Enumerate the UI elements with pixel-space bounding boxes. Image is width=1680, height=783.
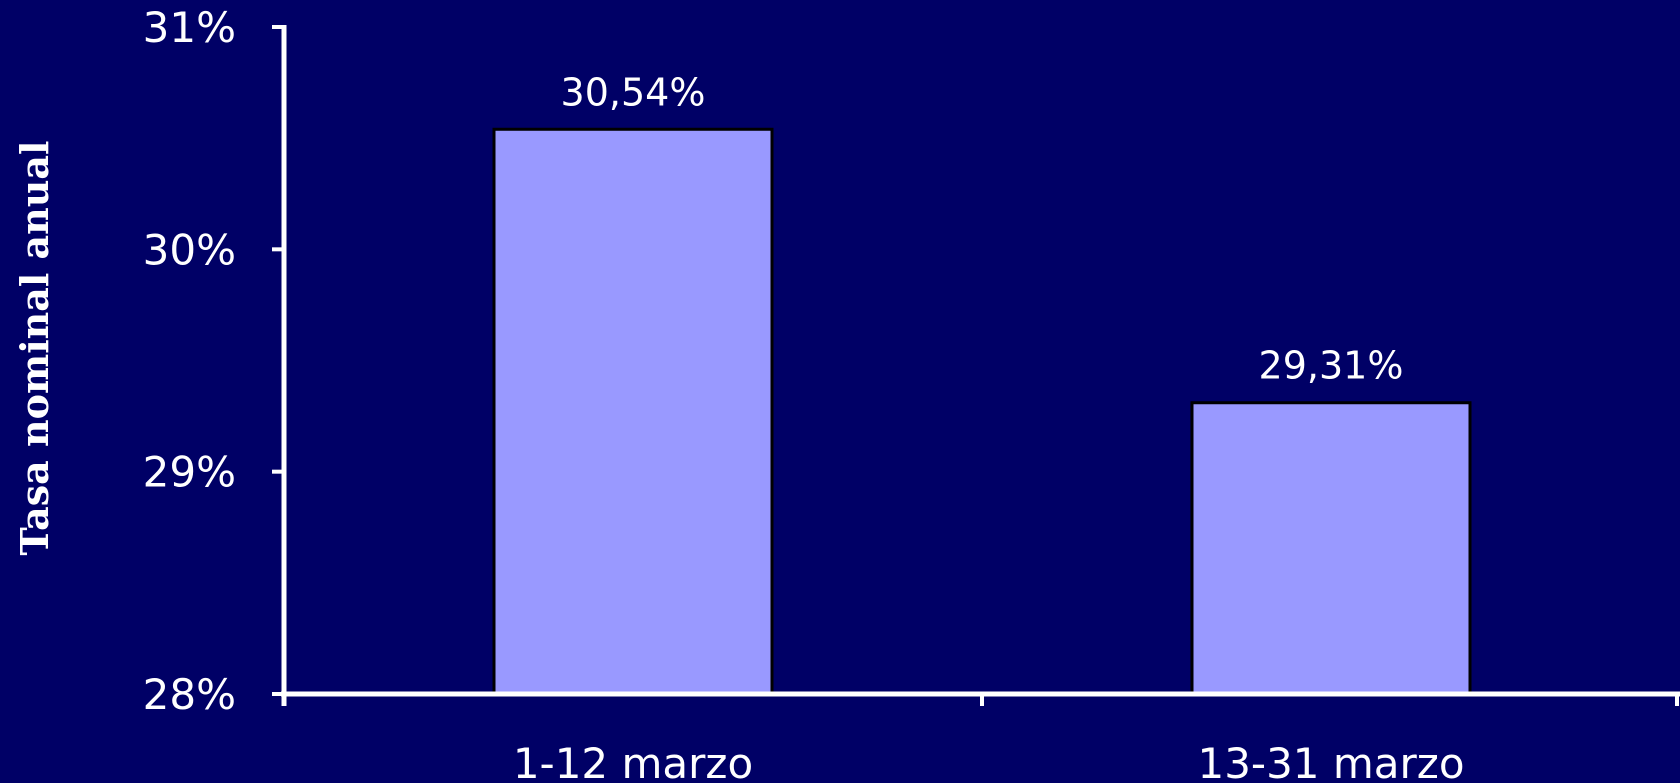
- bar-1: [492, 127, 774, 696]
- category-label-1: 1-12 marzo: [513, 739, 753, 783]
- y-axis-title: Tasa nominal anual: [12, 141, 57, 556]
- y-tick-label-2: 29%: [143, 448, 236, 497]
- y-tick-label-1: 28%: [143, 670, 236, 719]
- data-label-2: 29,31%: [1259, 344, 1404, 388]
- y-tick-label-4: 31%: [143, 3, 236, 52]
- data-label-1: 30,54%: [561, 70, 706, 114]
- category-label-2: 13-31 marzo: [1197, 739, 1464, 783]
- y-tick-label-3: 30%: [143, 225, 236, 274]
- bar-2: [1190, 401, 1472, 696]
